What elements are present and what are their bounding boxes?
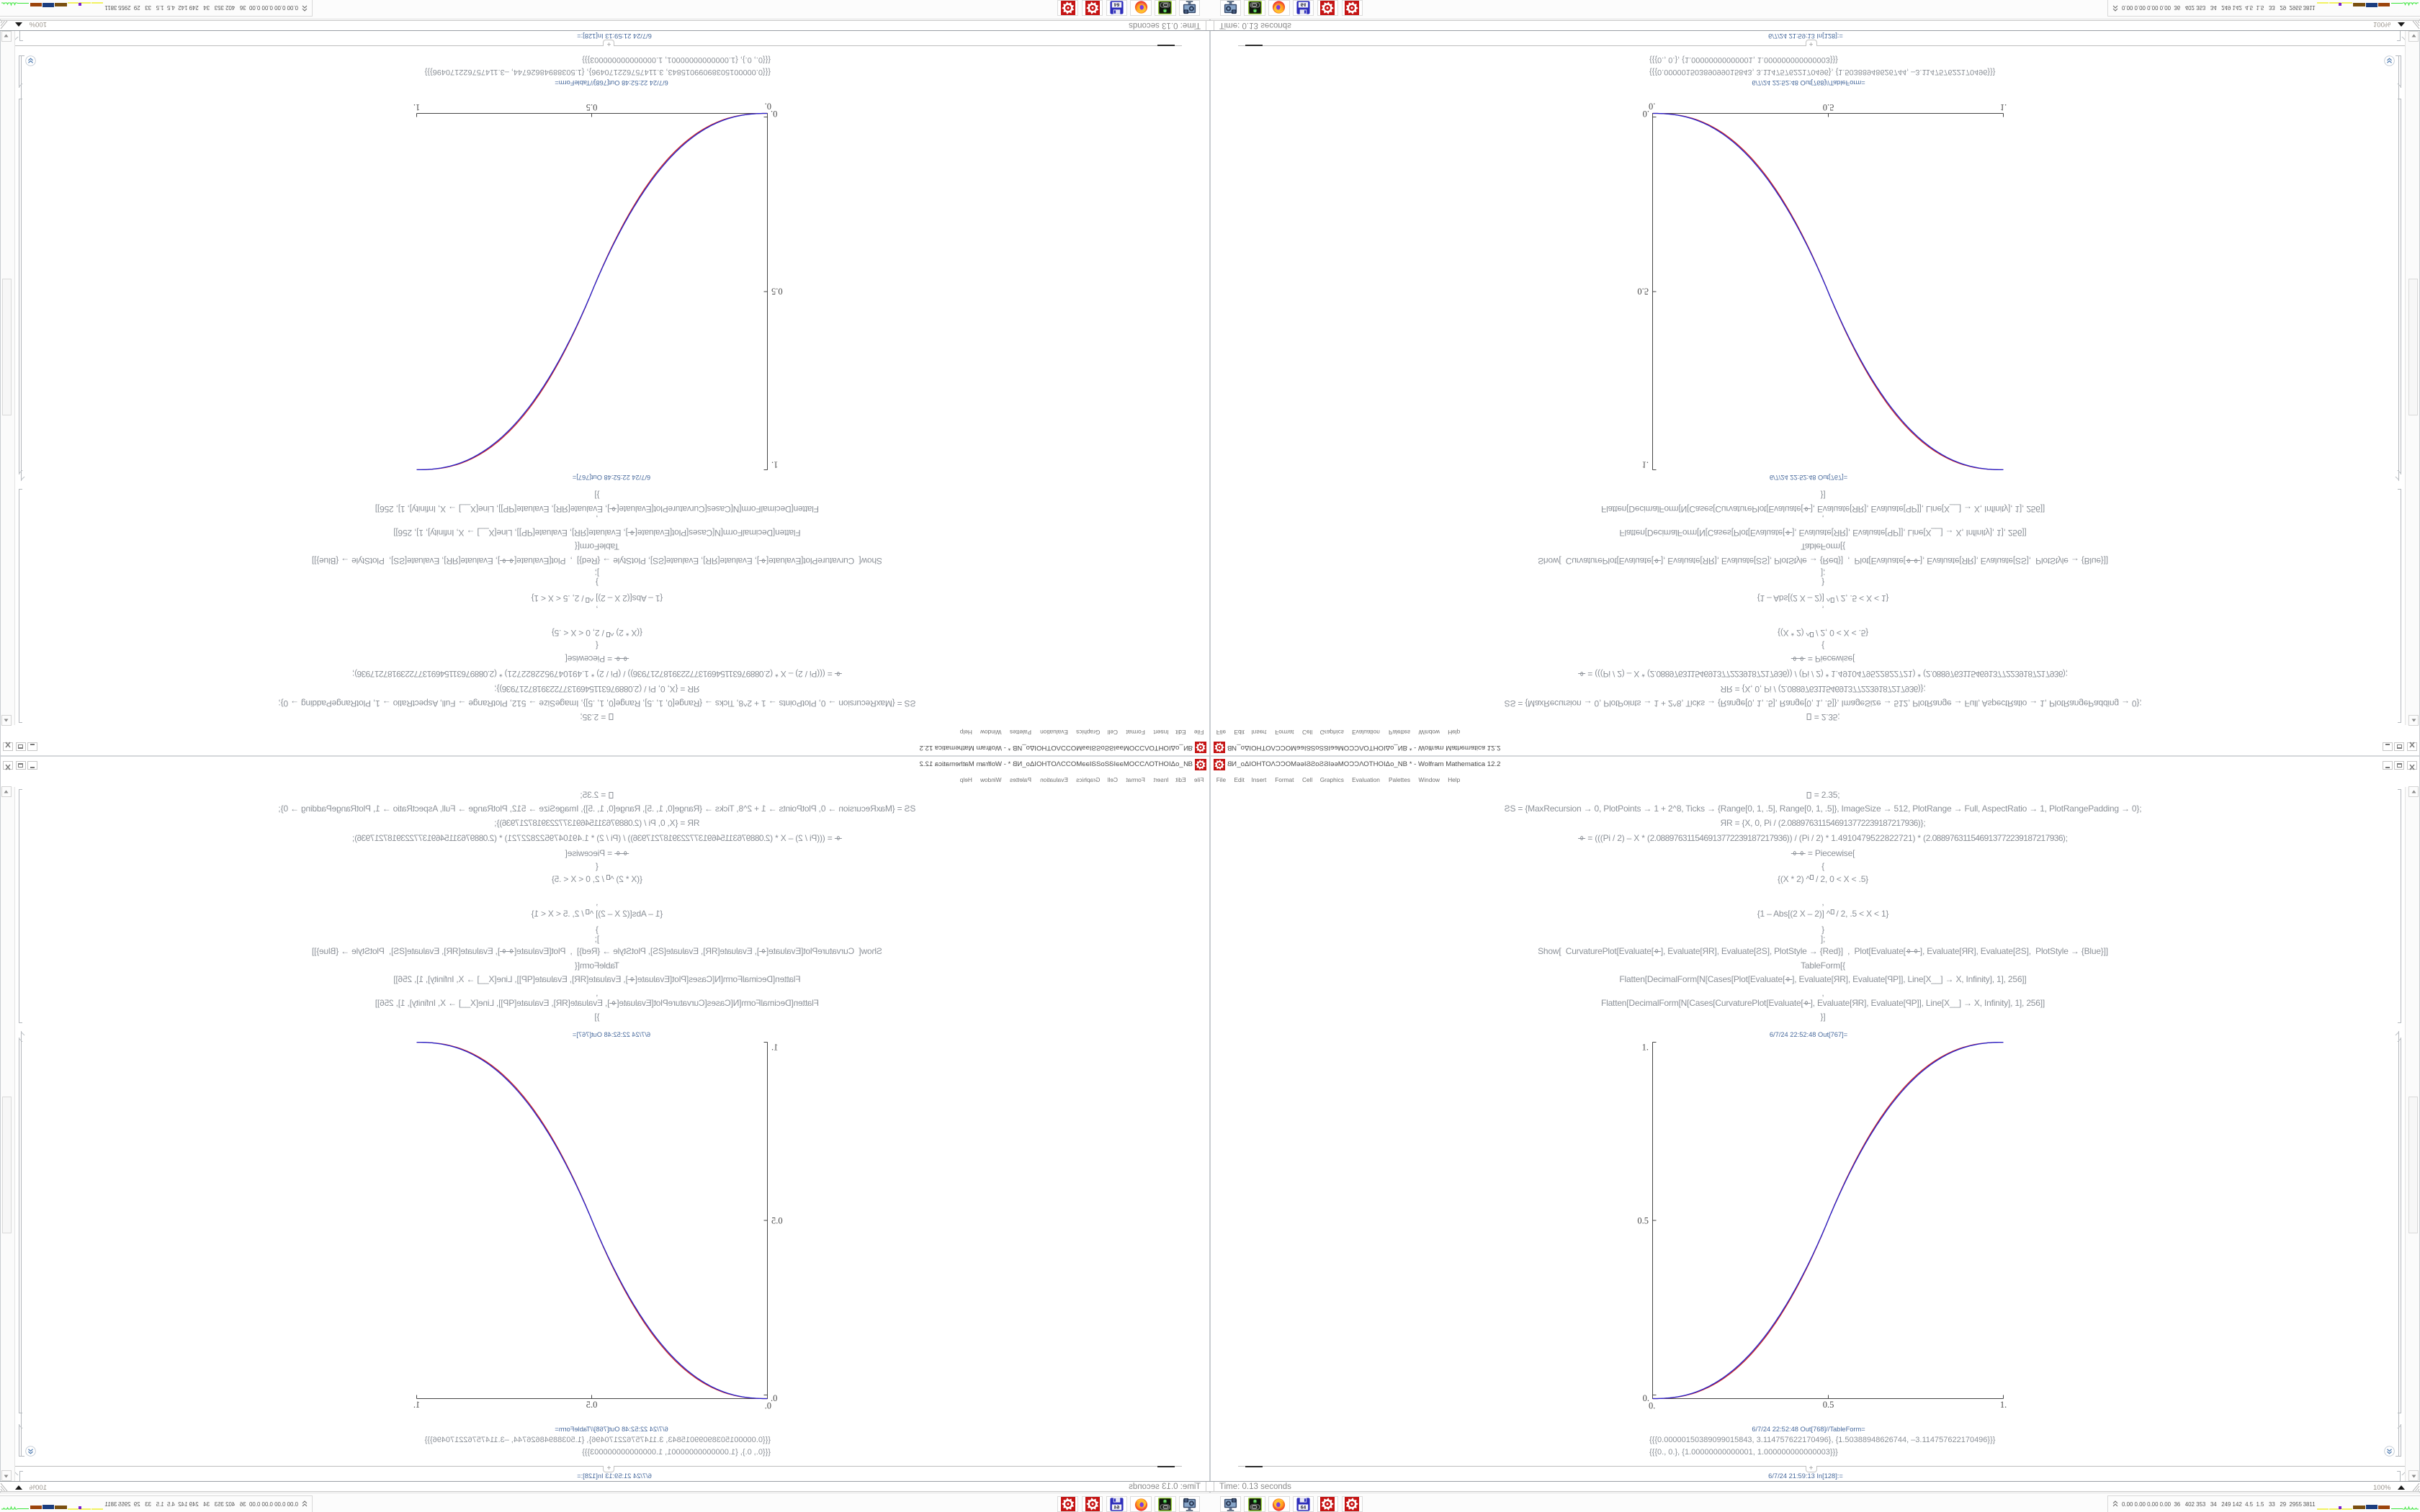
svg-text:0.: 0. xyxy=(1643,109,1649,119)
svg-text:0.5: 0.5 xyxy=(586,102,598,112)
svg-text:1.: 1. xyxy=(2000,102,2007,112)
svg-text:0.: 0. xyxy=(771,1393,777,1403)
svg-text:0.5: 0.5 xyxy=(771,287,783,297)
svg-text:1.: 1. xyxy=(1642,1043,1649,1053)
svg-text:0.: 0. xyxy=(1649,102,1655,112)
svg-text:0.5: 0.5 xyxy=(771,1216,783,1226)
svg-text:64: 64 xyxy=(1113,1505,1119,1510)
svg-text:64: 64 xyxy=(1301,2,1307,7)
svg-text:0.5: 0.5 xyxy=(1823,102,1834,112)
svg-text:1.: 1. xyxy=(771,1043,778,1053)
svg-text:64: 64 xyxy=(1301,1505,1307,1510)
svg-text:1.: 1. xyxy=(413,102,420,112)
svg-text:0.: 0. xyxy=(1649,1401,1655,1411)
svg-text:0.: 0. xyxy=(765,102,771,112)
svg-text:0.: 0. xyxy=(765,1401,771,1411)
svg-text:0.5: 0.5 xyxy=(1823,1400,1834,1410)
svg-text:0.5: 0.5 xyxy=(1637,287,1649,297)
svg-text:0.5: 0.5 xyxy=(586,1400,598,1410)
svg-text:64: 64 xyxy=(1113,2,1119,7)
svg-text:0.: 0. xyxy=(1643,1393,1649,1403)
svg-text:0.5: 0.5 xyxy=(1637,1216,1649,1226)
svg-text:1.: 1. xyxy=(1642,460,1649,470)
svg-text:1.: 1. xyxy=(771,460,778,470)
svg-text:1.: 1. xyxy=(2000,1400,2007,1410)
svg-text:1.: 1. xyxy=(413,1400,420,1410)
svg-text:0.: 0. xyxy=(771,109,777,119)
